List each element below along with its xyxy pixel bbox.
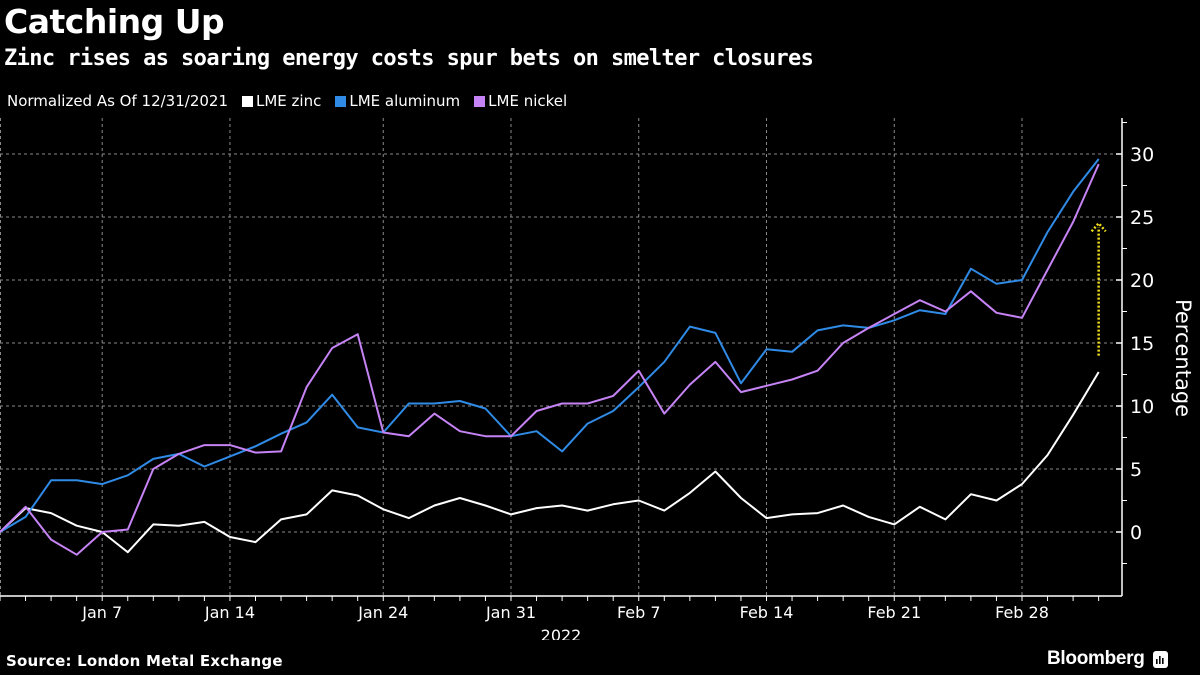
y-tick-label: 5	[1130, 459, 1142, 481]
x-tick-label: Jan 14	[204, 603, 255, 622]
legend: Normalized As Of 12/31/2021 LME zinc LME…	[7, 92, 581, 110]
annotations	[1090, 221, 1107, 356]
series-line-lme-zinc	[0, 371, 1100, 554]
axes: 0 5 10 15 20 25 30 Jan 7 Jan 14 Jan 24 Jan 31 Feb 7…	[0, 118, 1154, 622]
legend-item-nickel: LME nickel	[474, 92, 567, 110]
y-tick-label: 30	[1130, 144, 1154, 166]
x-tick-label: Jan 24	[357, 603, 408, 622]
brand-name: Bloomberg	[1047, 648, 1145, 669]
chart-title: Catching Up	[4, 2, 225, 41]
legend-item-aluminum: LME aluminum	[335, 92, 460, 110]
legend-normalized-note: Normalized As Of 12/31/2021	[7, 92, 228, 110]
x-axis-year-label: 2022	[541, 626, 582, 640]
x-tick-label: Feb 14	[740, 603, 794, 622]
gridlines	[0, 118, 1122, 596]
bloomberg-chart-icon	[1152, 650, 1168, 668]
x-tick-label: Jan 7	[81, 603, 122, 622]
line-chart: 0 5 10 15 20 25 30 Jan 7 Jan 14 Jan 24 Jan 31 Feb 7…	[0, 118, 1195, 640]
legend-label-zinc: LME zinc	[256, 92, 322, 110]
y-axis-label: Percentage	[1171, 299, 1195, 417]
x-tick-label: Feb 21	[867, 603, 921, 622]
series-line-lme-nickel	[0, 163, 1100, 556]
legend-item-zinc: LME zinc	[242, 92, 321, 110]
series-lines	[0, 158, 1100, 556]
x-tick-label: Feb 7	[617, 603, 661, 622]
annotation-arrow-head	[1090, 221, 1107, 233]
chart-subtitle: Zinc rises as soaring energy costs spur …	[4, 46, 814, 71]
y-tick-label: 15	[1130, 333, 1154, 355]
legend-swatch-nickel	[474, 95, 486, 107]
x-tick-label: Jan 31	[485, 603, 536, 622]
y-tick-label: 0	[1130, 522, 1142, 544]
y-tick-label: 20	[1130, 270, 1154, 292]
source-note: Source: London Metal Exchange	[6, 652, 283, 670]
y-tick-label: 10	[1130, 396, 1154, 418]
legend-swatch-aluminum	[335, 95, 347, 107]
bloomberg-logo: Bloomberg	[1047, 648, 1168, 670]
y-tick-label: 25	[1130, 207, 1154, 229]
x-tick-label: Feb 28	[995, 603, 1049, 622]
legend-label-aluminum: LME aluminum	[349, 92, 461, 110]
series-line-lme-aluminum	[0, 158, 1100, 533]
legend-label-nickel: LME nickel	[488, 92, 568, 110]
legend-swatch-zinc	[242, 95, 253, 107]
